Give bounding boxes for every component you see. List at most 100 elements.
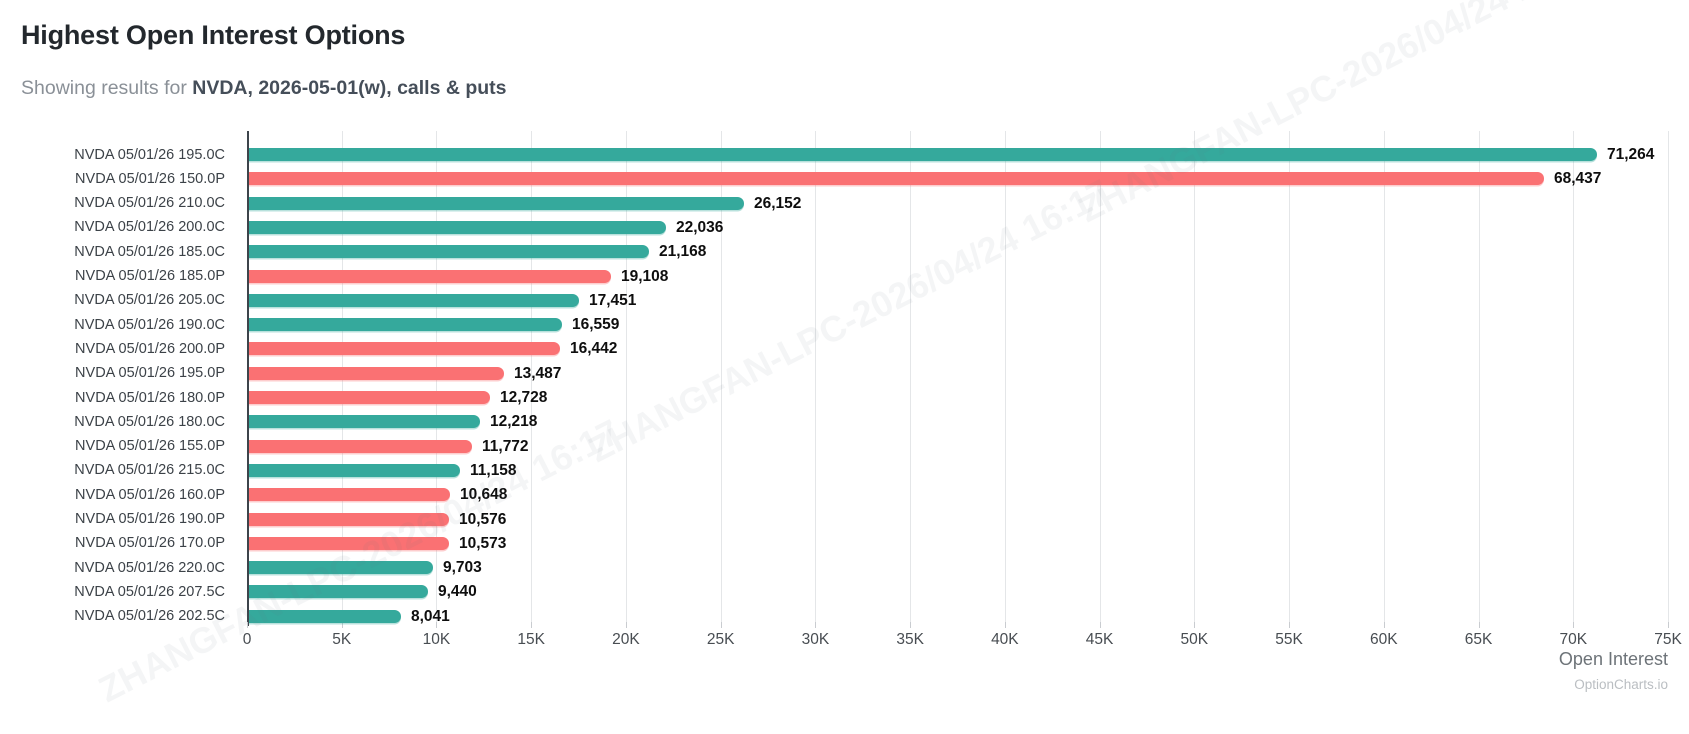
category-label: NVDA 05/01/26 160.0P (75, 486, 225, 503)
x-tick-label: 5K (332, 631, 352, 648)
chart-subtitle: Showing results for NVDA, 2026-05-01(w),… (21, 77, 507, 100)
category-label: NVDA 05/01/26 215.0C (74, 462, 225, 479)
x-tick-mark (1194, 622, 1196, 628)
gridline (1194, 131, 1196, 622)
x-tick-label: 35K (896, 631, 924, 648)
gridline (531, 131, 533, 622)
category-label: NVDA 05/01/26 202.5C (74, 608, 225, 625)
gridline (1383, 131, 1385, 622)
put-bar[interactable] (249, 342, 560, 356)
x-tick-label: 65K (1464, 631, 1493, 648)
x-tick-mark (1289, 622, 1291, 628)
put-bar[interactable] (249, 172, 1544, 186)
category-label: NVDA 05/01/26 190.0P (75, 511, 225, 527)
value-label: 21,168 (659, 243, 707, 261)
x-tick-mark (531, 622, 533, 628)
x-tick-label: 50K (1180, 631, 1209, 648)
call-bar[interactable] (249, 415, 480, 429)
call-bar[interactable] (249, 196, 744, 210)
category-label: NVDA 05/01/26 210.0C (74, 195, 225, 212)
gridline (1289, 131, 1291, 622)
value-label: 26,152 (754, 194, 802, 212)
call-bar[interactable] (249, 609, 401, 623)
value-label: 9,440 (438, 583, 477, 601)
x-tick-label: 10K (422, 631, 451, 648)
gridline (625, 131, 627, 622)
put-bar[interactable] (249, 391, 490, 404)
category-label: NVDA 05/01/26 195.0P (75, 365, 225, 382)
y-axis-line (247, 131, 249, 626)
put-bar[interactable] (249, 366, 504, 380)
category-label: NVDA 05/01/26 185.0C (74, 243, 225, 260)
value-label: 17,451 (589, 291, 637, 309)
value-label: 10,648 (460, 486, 508, 504)
x-tick-label: 55K (1275, 631, 1303, 648)
put-bar[interactable] (249, 269, 611, 283)
gridline (910, 131, 912, 622)
put-bar[interactable] (249, 512, 449, 526)
value-label: 13,487 (514, 364, 562, 382)
x-tick-label: 0 (242, 631, 252, 648)
x-tick-label: 25K (706, 631, 735, 648)
category-label: NVDA 05/01/26 195.0C (74, 146, 225, 163)
x-tick-mark (1004, 622, 1006, 628)
x-tick-mark (910, 622, 912, 628)
x-tick-mark (1668, 622, 1669, 628)
category-label: NVDA 05/01/26 155.0P (75, 438, 225, 455)
x-tick-label: 45K (1085, 631, 1114, 648)
category-label: NVDA 05/01/26 207.5C (74, 583, 225, 600)
value-label: 16,442 (570, 340, 618, 358)
x-tick-label: 15K (517, 631, 545, 648)
put-bar[interactable] (249, 536, 449, 550)
category-label: NVDA 05/01/26 220.0C (74, 559, 225, 576)
call-bar[interactable] (249, 318, 562, 332)
gridline (1099, 131, 1101, 622)
x-tick-mark (815, 622, 817, 628)
category-label: NVDA 05/01/26 185.0P (75, 268, 225, 284)
x-tick-label: 75K (1654, 631, 1682, 648)
call-bar[interactable] (249, 293, 579, 307)
call-bar[interactable] (249, 561, 433, 575)
x-tick-mark (436, 622, 438, 628)
subtitle-query: NVDA, 2026-05-01(w), calls & puts (192, 77, 507, 99)
gridline (1573, 131, 1575, 622)
gridline (720, 131, 722, 622)
call-bar[interactable] (249, 148, 1597, 161)
call-bar[interactable] (249, 245, 649, 259)
x-axis-title: Open Interest (1558, 649, 1668, 669)
brand-watermark: OptionCharts.io (1574, 677, 1668, 692)
page-title: Highest Open Interest Options (21, 20, 406, 50)
call-bar[interactable] (249, 463, 460, 477)
value-label: 71,264 (1607, 146, 1655, 163)
x-tick-label: 70K (1559, 631, 1588, 648)
value-label: 12,218 (490, 413, 538, 431)
x-tick-mark (247, 622, 248, 628)
x-tick-label: 40K (991, 631, 1019, 648)
x-tick-mark (1383, 622, 1385, 628)
value-label: 16,559 (572, 316, 620, 334)
gridline (1004, 131, 1006, 622)
subtitle-prefix: Showing results for (21, 77, 193, 99)
x-tick-label: 30K (801, 631, 830, 648)
call-bar[interactable] (249, 220, 666, 234)
value-label: 22,036 (676, 218, 724, 236)
x-tick-label: 20K (612, 631, 640, 648)
x-tick-mark (1573, 622, 1575, 628)
value-label: 19,108 (621, 267, 669, 285)
category-label: NVDA 05/01/26 170.0P (75, 535, 225, 552)
category-label: NVDA 05/01/26 190.0C (74, 316, 225, 333)
category-label: NVDA 05/01/26 150.0P (75, 170, 225, 187)
put-bar[interactable] (249, 488, 450, 502)
value-label: 11,772 (482, 437, 529, 455)
gridline (1478, 131, 1480, 622)
category-label: NVDA 05/01/26 180.0C (74, 413, 225, 430)
put-bar[interactable] (249, 439, 472, 453)
category-label: NVDA 05/01/26 205.0C (74, 292, 225, 309)
call-bar[interactable] (249, 585, 428, 599)
value-label: 68,437 (1554, 170, 1602, 188)
value-label: 10,576 (459, 510, 507, 528)
gridline (815, 131, 817, 622)
x-tick-mark (625, 622, 627, 628)
